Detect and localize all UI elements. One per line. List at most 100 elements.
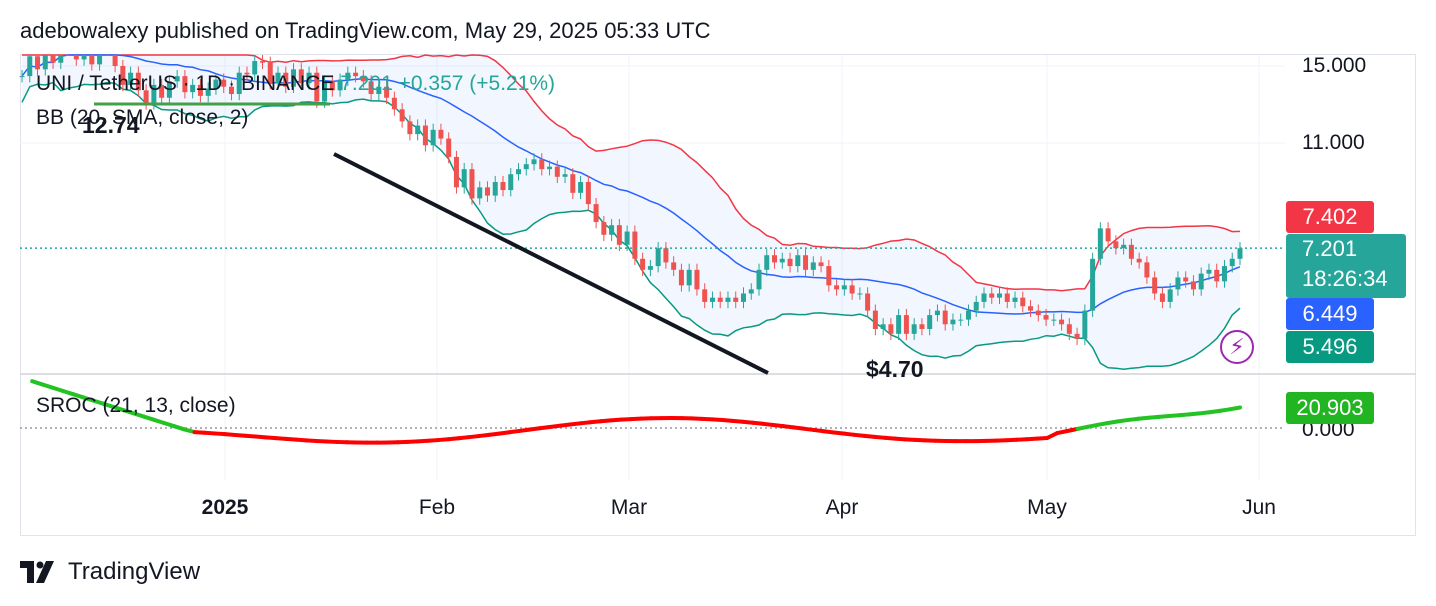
candle-body xyxy=(927,315,933,330)
candle-body xyxy=(345,72,351,80)
candle-body xyxy=(1020,297,1026,307)
candle-body xyxy=(903,315,909,334)
candle-body xyxy=(368,81,374,95)
lower-band-tag: 5.496 xyxy=(1286,331,1374,363)
candle-body xyxy=(35,56,41,70)
candle-body xyxy=(360,76,366,82)
candle-body xyxy=(958,319,964,321)
candle-body xyxy=(942,310,948,325)
candle-body xyxy=(73,55,79,60)
symbol-label: UNI / TetherUS · 1D · BINANCE xyxy=(36,72,335,95)
candle-body xyxy=(1206,269,1212,274)
candle-body xyxy=(772,255,778,263)
candle-body xyxy=(1136,258,1142,263)
candle-body xyxy=(678,269,684,286)
last-price-value: 7.201 xyxy=(1302,236,1358,261)
candle-body xyxy=(252,61,258,75)
candle-body xyxy=(97,55,103,65)
candle-body xyxy=(267,62,273,84)
candle-body xyxy=(104,55,110,56)
lower-band-line xyxy=(21,81,1241,370)
candle-body xyxy=(1144,262,1150,278)
candle-body xyxy=(826,266,832,286)
x-tick-label: May xyxy=(1027,496,1067,519)
candle-body xyxy=(810,262,816,270)
candle-body xyxy=(756,269,762,290)
lightning-icon[interactable]: ⚡ xyxy=(1220,330,1254,364)
candle-body xyxy=(213,79,219,89)
candle-body xyxy=(1090,258,1096,311)
candle-body xyxy=(616,225,622,245)
overlays xyxy=(20,102,1285,375)
candle-body xyxy=(120,66,126,85)
candle-body xyxy=(314,72,320,102)
low-annotation: $4.70 xyxy=(866,356,924,382)
candle-body xyxy=(182,76,188,93)
candle-body xyxy=(19,76,25,78)
candle-body xyxy=(484,187,490,196)
upper-band-line xyxy=(22,54,1241,292)
candle-body xyxy=(997,293,1003,298)
brand-name: TradingView xyxy=(68,558,201,585)
symbol-legend[interactable]: UNI / TetherUS · 1D · BINANCE 7.201 +0.3… xyxy=(36,72,555,96)
publish-header: adebowalexy published on TradingView.com… xyxy=(20,18,711,43)
candle-body xyxy=(221,79,227,87)
candle-body xyxy=(306,72,312,84)
candle-body xyxy=(989,293,995,298)
trendline xyxy=(333,152,769,375)
candle-body xyxy=(702,289,708,302)
candle-body xyxy=(531,159,537,165)
candle-body xyxy=(477,187,483,199)
candle-body xyxy=(1051,319,1057,321)
candle-body xyxy=(1237,248,1243,259)
candle-body xyxy=(353,72,359,77)
candle-body xyxy=(1059,319,1065,325)
candle-body xyxy=(694,269,700,290)
x-tick-label: Feb xyxy=(418,496,456,519)
candle-body xyxy=(1214,269,1220,282)
candle-body xyxy=(601,222,607,235)
candle-body xyxy=(1074,333,1080,339)
candle-body xyxy=(430,129,436,146)
candle-body xyxy=(376,86,382,95)
high-annotation: 12.74 xyxy=(82,112,140,138)
candle-body xyxy=(159,84,165,98)
candle-body xyxy=(609,225,615,235)
x-tick-label: Jun xyxy=(1242,496,1276,519)
candle-body xyxy=(259,61,265,63)
candle-body xyxy=(291,69,297,87)
sroc-legend[interactable]: SROC (21, 13, close) xyxy=(36,394,236,417)
candle-body xyxy=(1028,306,1034,311)
candle-body xyxy=(422,125,428,146)
candle-body xyxy=(880,324,886,330)
candle-countdown: 18:26:34 xyxy=(1302,266,1388,291)
candle-body xyxy=(717,297,723,302)
candle-body xyxy=(1183,277,1189,282)
bb-area xyxy=(22,55,1240,370)
candle-body xyxy=(911,324,917,334)
candle-body xyxy=(865,293,871,311)
tradingview-logo-icon[interactable] xyxy=(20,561,60,583)
candle-body xyxy=(748,289,754,294)
candle-body xyxy=(803,255,809,270)
candle-body xyxy=(1012,297,1018,302)
candle-body xyxy=(973,301,979,311)
candle-body xyxy=(663,248,669,263)
candle-body xyxy=(391,97,397,110)
candle-body xyxy=(135,72,141,91)
candle-body xyxy=(740,293,746,302)
candle-body xyxy=(593,204,599,223)
x-tick-label: Mar xyxy=(610,496,648,519)
candle-body xyxy=(779,258,785,263)
candle-body xyxy=(1167,289,1173,302)
bb-legend[interactable]: BB (20, SMA, close, 2) xyxy=(36,106,249,129)
candle-body xyxy=(764,255,770,270)
candle-body xyxy=(818,262,824,267)
candle-body xyxy=(446,138,452,157)
candle-body xyxy=(461,169,467,188)
candle-body xyxy=(174,76,180,82)
candle-body xyxy=(228,86,234,95)
candle-body xyxy=(283,72,289,87)
chart-frame xyxy=(20,54,1416,536)
